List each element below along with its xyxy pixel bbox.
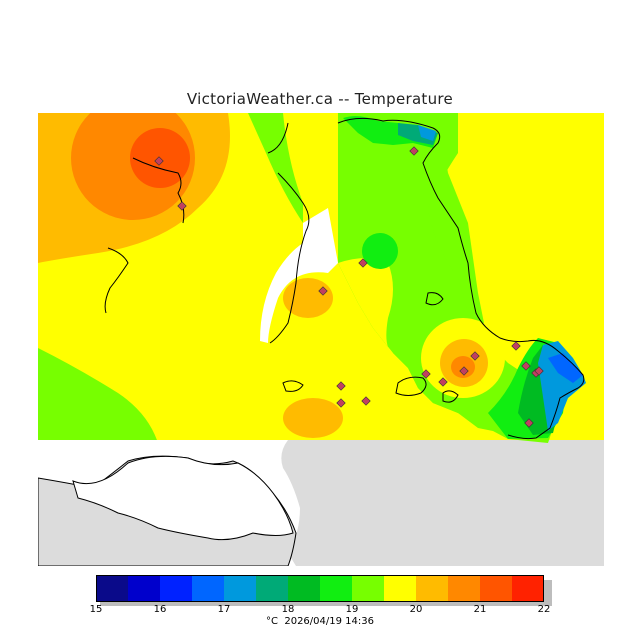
field-yellow-east <box>338 258 393 353</box>
colorbar-cell <box>288 575 320 602</box>
unit-label: °C <box>266 616 278 627</box>
water-inlet <box>260 208 338 343</box>
coast-inlet <box>267 122 310 344</box>
colorbar-cell <box>128 575 160 602</box>
station-marker <box>361 396 371 406</box>
land-southern-island-white <box>72 455 294 541</box>
field-blue-band-southeast <box>538 341 586 431</box>
colorbar-cell <box>224 575 256 602</box>
colorbar-cell <box>352 575 384 602</box>
station-marker <box>421 369 431 379</box>
station-marker <box>524 418 534 428</box>
station-marker <box>177 201 187 211</box>
field-deepblue-tip <box>548 353 583 383</box>
station-marker <box>336 381 346 391</box>
station-marker <box>318 286 328 296</box>
coastlines <box>104 117 585 440</box>
station-marker <box>409 146 419 156</box>
colorbar-cell <box>256 575 288 602</box>
colorbar-tick-label: 16 <box>153 604 167 615</box>
field-teal-north-tip <box>398 123 438 145</box>
colorbar-cell <box>96 575 128 602</box>
station-markers <box>154 146 544 428</box>
legend-footer: °C 2026/04/19 14:36 <box>0 616 640 627</box>
field-orange-blob-south <box>283 398 343 438</box>
coast-islands <box>282 292 459 403</box>
colorbar-tick-label: 15 <box>89 604 103 615</box>
colorbar-cell <box>160 575 192 602</box>
southern-landmass <box>38 455 297 566</box>
station-marker <box>438 377 448 387</box>
station-marker <box>154 156 164 166</box>
field-green-blob-east <box>362 233 398 269</box>
field-blue-north-tip <box>418 125 436 141</box>
field-green-north <box>248 113 303 223</box>
station-marker <box>358 258 368 268</box>
colorbar-cell <box>416 575 448 602</box>
colorbar-tick-label: 19 <box>345 604 359 615</box>
right-landmass <box>338 113 586 443</box>
colorbar-cell <box>320 575 352 602</box>
colorbar-tick-label: 20 <box>409 604 423 615</box>
timestamp: 2026/04/19 14:36 <box>284 616 374 627</box>
colorbar-tick-label: 18 <box>281 604 295 615</box>
field-green-southwest <box>38 348 157 440</box>
colorbar-cell <box>448 575 480 602</box>
colorbar-cell <box>480 575 512 602</box>
station-marker <box>459 366 469 376</box>
colorbar-tick-label: 17 <box>217 604 231 615</box>
station-marker <box>534 366 544 376</box>
station-marker <box>521 361 531 371</box>
colorbar-cell <box>192 575 224 602</box>
map-title: VictoriaWeather.ca -- Temperature <box>186 90 454 108</box>
temperature-field <box>38 113 604 440</box>
colorbar-cell <box>384 575 416 602</box>
colorbar-tick-label: 22 <box>537 604 551 615</box>
field-red-blob-east <box>451 356 475 378</box>
temperature-map[interactable] <box>38 113 604 566</box>
colorbar-cell <box>512 575 544 602</box>
colorbar-tick-label: 21 <box>473 604 487 615</box>
station-marker <box>511 341 521 351</box>
coast-peninsula <box>337 117 585 440</box>
station-marker <box>470 351 480 361</box>
station-marker <box>336 398 346 408</box>
